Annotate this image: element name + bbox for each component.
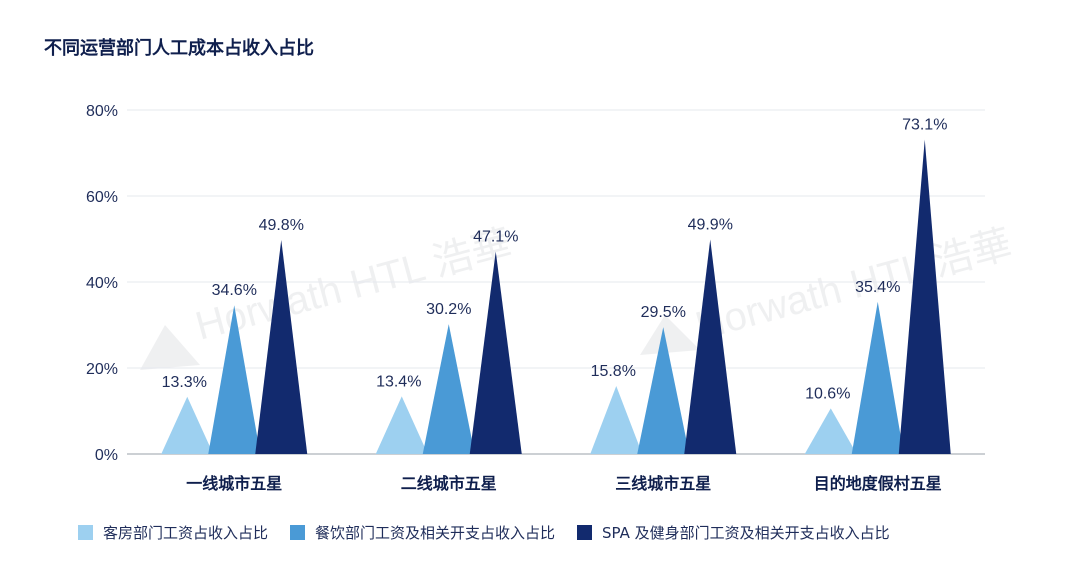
data-label: 35.4% [855,279,900,296]
legend-swatch-spa [577,525,593,540]
legend-label-fnb: 餐饮部门工资及相关开支占收入占比 [315,524,556,542]
data-label: 13.3% [162,374,207,391]
legend-swatch-fnb [290,525,306,540]
bar-rooms [375,396,428,454]
x-axis: 一线城市五星 二线城市五星 三线城市五星 目的地度假村五星 [186,474,942,493]
chart-title: 不同运营部门人工成本占收入占比 [44,38,314,59]
data-label: 29.5% [641,304,686,321]
y-axis: 0% 20% 40% 60% 80% [86,103,118,464]
data-label: 49.8% [259,217,304,234]
bar-fnb [422,324,475,454]
data-label: 13.4% [376,373,421,390]
legend-label-rooms: 客房部门工资占收入占比 [103,524,269,542]
y-tick-label: 0% [95,447,118,464]
y-tick-label: 80% [86,103,118,120]
data-label: 10.6% [805,385,850,402]
bar-fnb [851,301,904,454]
data-label: 47.1% [473,228,518,245]
watermark-text-2: Horwath HTL 浩華 [691,222,1017,349]
y-tick-label: 20% [86,361,118,378]
bar-rooms [590,386,643,454]
legend-item-rooms: 客房部门工资占收入占比 [78,522,268,543]
data-label: 30.2% [426,301,471,318]
bars-layer: 13.3% 34.6% 49.8% 13.4% 30.2% 47.1% 15.8% 29.5%… [161,117,951,455]
bar-fnb [637,327,690,454]
y-tick-label: 60% [86,189,118,206]
x-category-label: 三线城市五星 [615,474,711,493]
bar-spa [898,139,951,455]
data-label: 15.8% [591,363,636,380]
x-category-label: 二线城市五星 [401,474,497,493]
watermark-logo-icon [140,315,700,370]
y-tick-label: 40% [86,275,118,292]
bar-rooms [161,396,214,454]
legend-label-spa: SPA 及健身部门工资及相关开支占收入占比 [602,524,890,542]
data-label: 34.6% [212,282,257,299]
legend: 客房部门工资占收入占比 餐饮部门工资及相关开支占收入占比 SPA 及健身部门工资… [78,522,912,543]
legend-item-spa: SPA 及健身部门工资及相关开支占收入占比 [577,522,890,543]
bar-fnb [208,305,261,454]
bar-spa [255,239,308,454]
legend-item-fnb: 餐饮部门工资及相关开支占收入占比 [290,522,555,543]
x-category-label: 目的地度假村五星 [814,474,942,493]
bar-spa [469,251,522,454]
x-category-label: 一线城市五星 [186,474,282,493]
bar-spa [684,239,737,454]
data-label: 73.1% [902,117,947,134]
bar-rooms [804,408,857,454]
data-label: 49.9% [688,216,733,233]
legend-swatch-rooms [78,525,93,540]
